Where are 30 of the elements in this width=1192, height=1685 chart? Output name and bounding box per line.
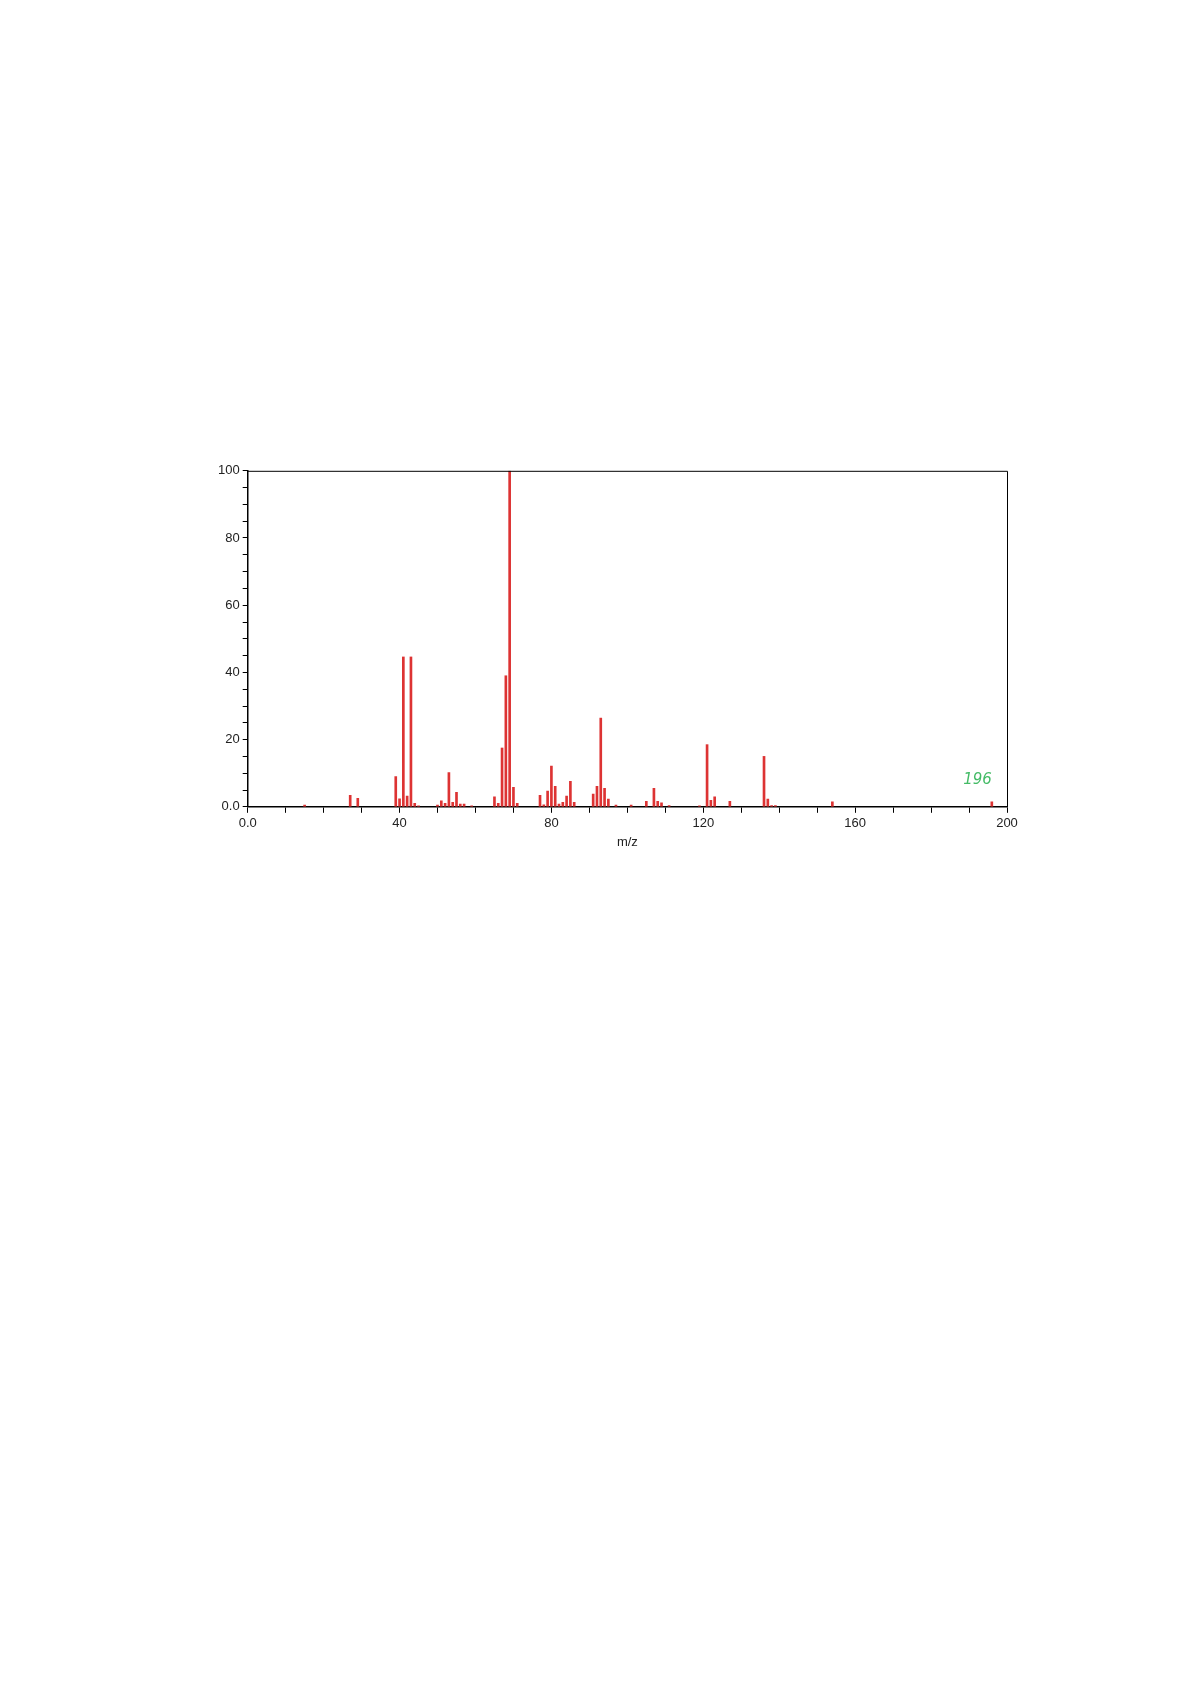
- bar: [508, 470, 511, 807]
- bar: [493, 796, 496, 807]
- bar: [439, 800, 443, 807]
- y-tick-label: 100: [217, 462, 240, 478]
- bar: [713, 796, 716, 807]
- bar: [599, 717, 603, 807]
- x-tick-label: 80: [544, 815, 559, 831]
- y-tick-label: 60: [225, 596, 240, 612]
- bar: [455, 792, 458, 807]
- bar: [550, 765, 553, 807]
- bar: [394, 776, 398, 807]
- y-tick-label: 0.0: [221, 798, 240, 814]
- bar: [569, 780, 572, 807]
- bar: [660, 802, 663, 807]
- x-tick-label: 120: [692, 815, 715, 831]
- x-axis-title: m/z: [616, 833, 638, 849]
- bar: [831, 801, 834, 807]
- bar: [356, 798, 360, 807]
- bar: [645, 801, 648, 807]
- bar: [990, 801, 994, 807]
- bar: [402, 656, 405, 807]
- x-tick-label: 40: [392, 815, 407, 831]
- y-tick-label: 20: [225, 731, 240, 747]
- annotation: 196: [963, 770, 992, 789]
- y-tick-label: 40: [225, 663, 240, 679]
- x-tick-label: 160: [844, 815, 866, 831]
- x-tick-label: 0.0: [238, 815, 257, 831]
- bar: [348, 795, 352, 807]
- x-tick-label: 200: [996, 815, 1018, 831]
- y-tick-label: 80: [225, 529, 240, 545]
